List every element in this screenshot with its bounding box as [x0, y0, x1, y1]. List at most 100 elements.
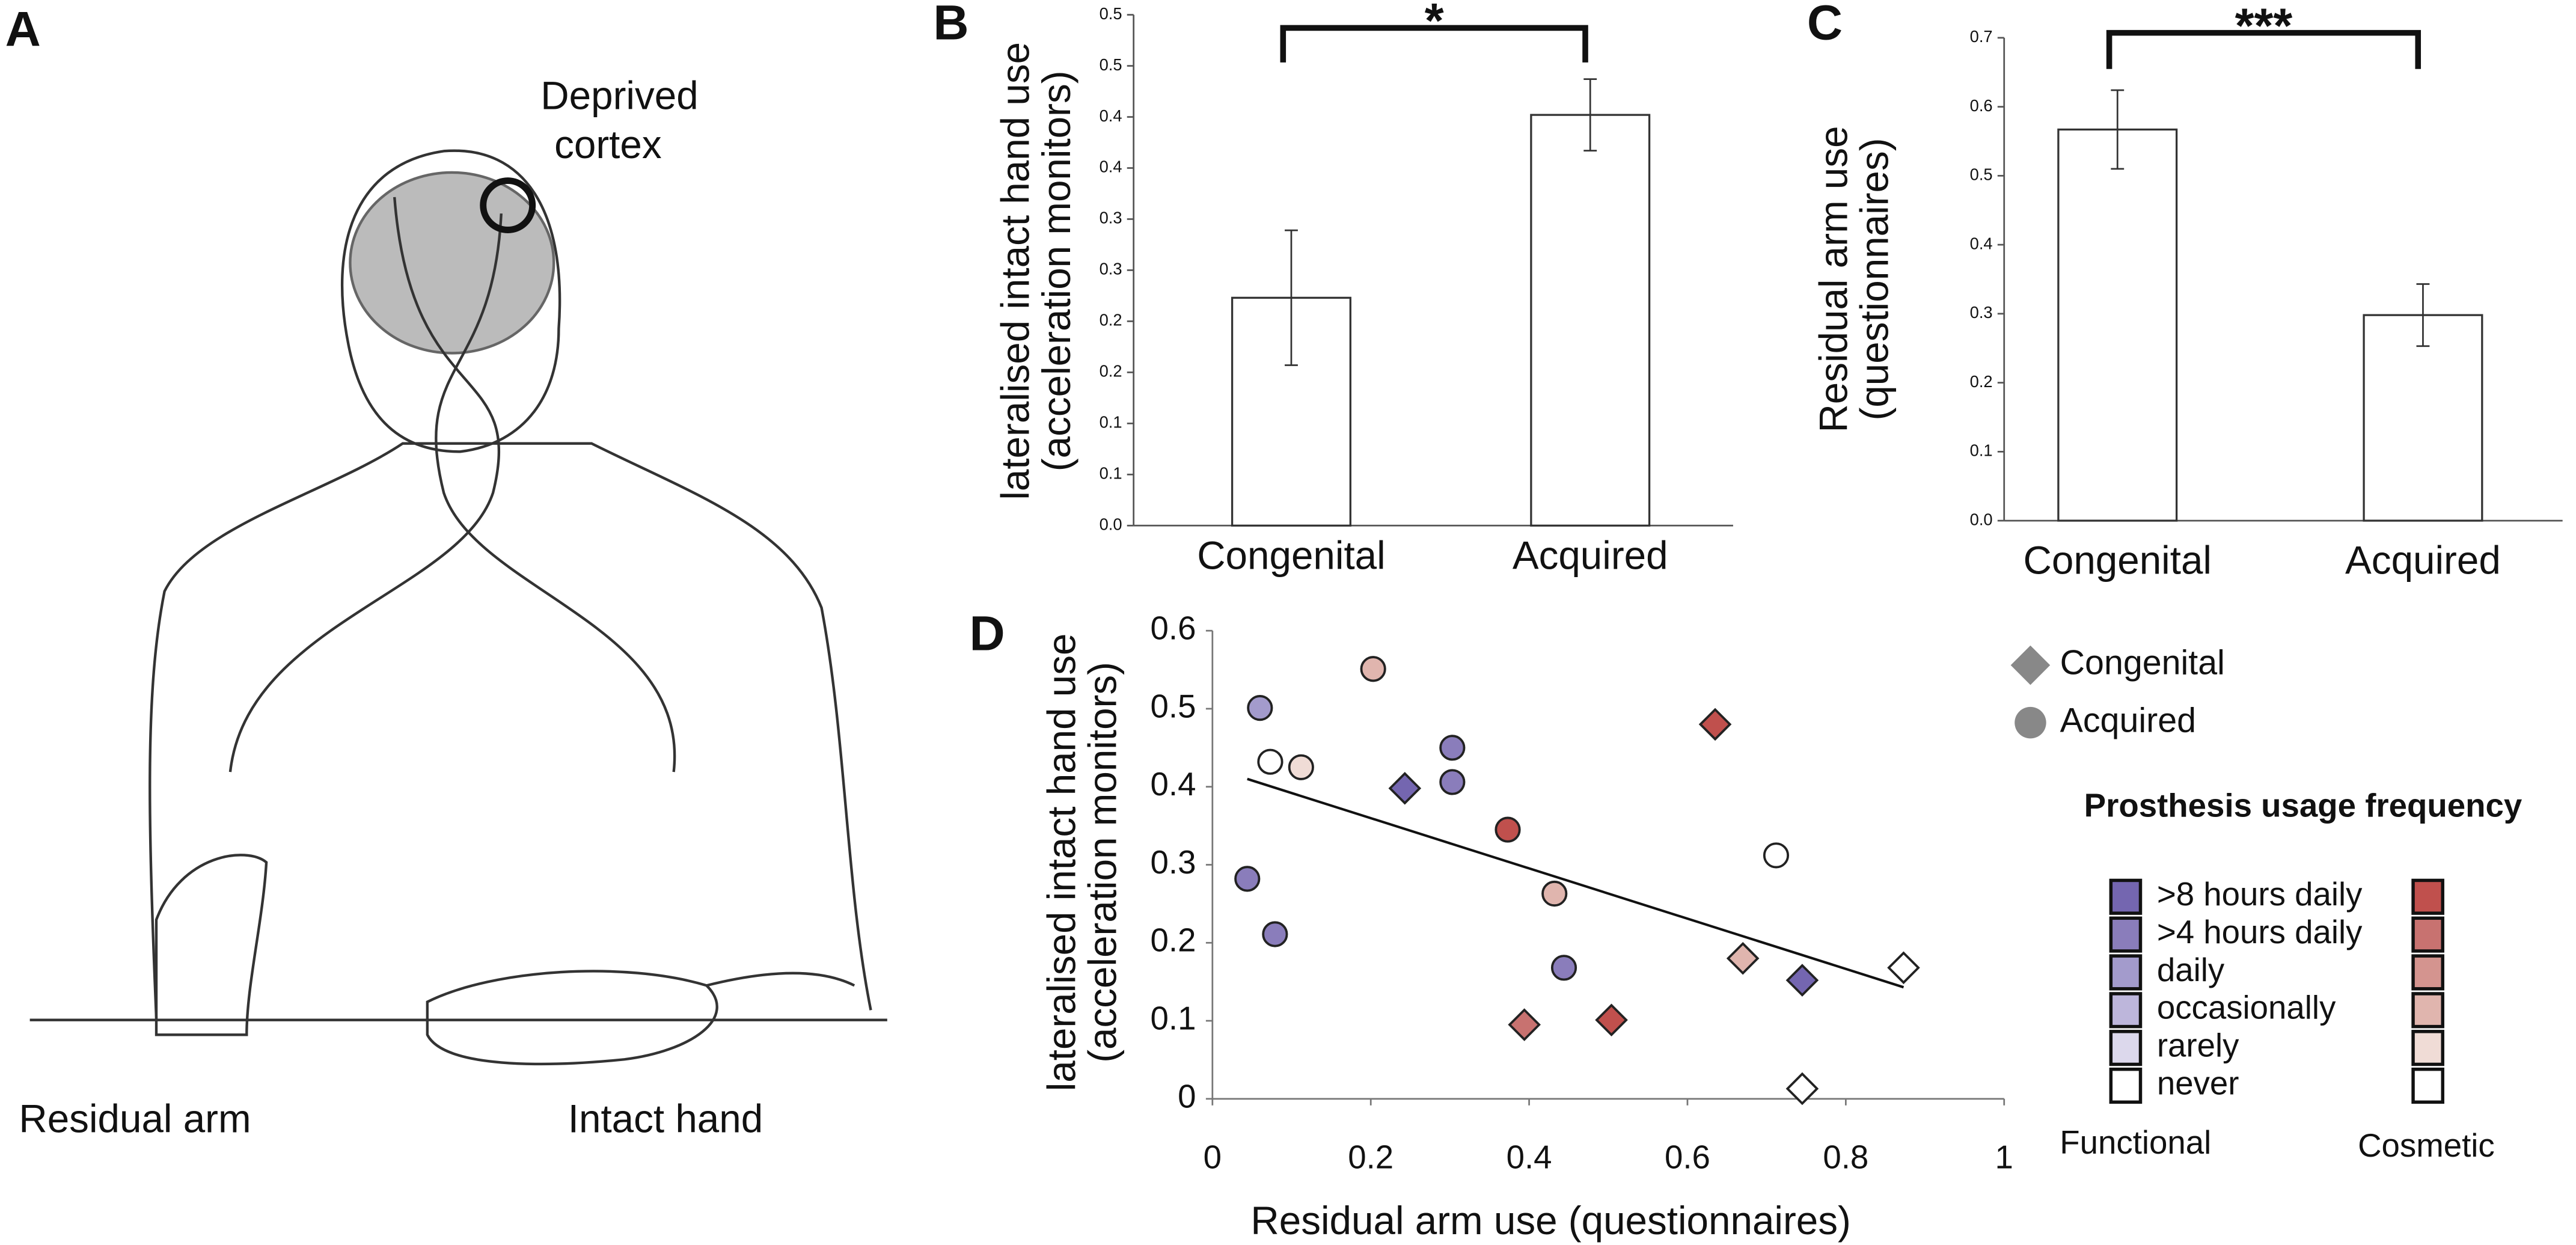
head-outline: [340, 149, 561, 453]
legend-swatch: [2411, 878, 2444, 915]
y-axis-label: lateralised intact hand use: [994, 42, 1038, 500]
legend-swatch: [2109, 1067, 2143, 1104]
y-tick-label: 0.0: [1970, 510, 1993, 528]
significance-label: ***: [2235, 0, 2293, 54]
residual-arm-label: Residual arm: [19, 1097, 251, 1140]
significance-label: *: [1425, 0, 1444, 49]
point: [1763, 842, 1790, 869]
brain: [349, 171, 555, 355]
y-axis-label: (questionnaires): [1853, 138, 1897, 420]
y-tick-label: 0.5: [1100, 4, 1122, 23]
intact-hand: [426, 970, 855, 1066]
x-tick-label: 0.6: [1665, 1139, 1710, 1175]
legend-swatch: [2109, 992, 2143, 1029]
legend-label: Acquired: [2060, 701, 2196, 739]
y-tick-label: 0.2: [1970, 372, 1993, 391]
legend-label: daily: [2157, 952, 2225, 988]
y-tick-label: 0.1: [1970, 441, 1993, 460]
y-tick-label: 0: [1178, 1078, 1196, 1115]
point: [1698, 708, 1732, 741]
intact-hand-label: Intact hand: [568, 1097, 763, 1140]
y-tick-label: 0.1: [1100, 464, 1122, 483]
y-tick-label: 0.4: [1970, 234, 1993, 252]
legend-swatch: [2109, 1030, 2143, 1066]
nerve-path: [228, 197, 676, 772]
y-tick-label: 0.2: [1100, 311, 1122, 329]
y-tick-label: 0.2: [1100, 362, 1122, 381]
cortex-marker: [480, 177, 536, 233]
y-tick-label: 0.3: [1100, 209, 1122, 227]
y-axis-label: (acceleration monitors): [1035, 70, 1078, 471]
error-bar: [1583, 78, 1597, 151]
y-tick-label: 0.6: [1970, 96, 1993, 115]
x-tick-label: Acquired: [2345, 538, 2501, 582]
legend-label: occasionally: [2157, 990, 2336, 1026]
y-tick-label: 0.6: [1151, 610, 1196, 647]
point: [1595, 1003, 1628, 1037]
y-tick-label: 0.5: [1970, 165, 1993, 184]
y-axis-label: lateralised intact hand use: [1039, 634, 1083, 1092]
panel-letter: D: [969, 607, 1005, 661]
y-tick-label: 0.1: [1151, 1000, 1196, 1036]
residual-arm: [154, 854, 268, 1036]
y-tick-label: 0.3: [1100, 260, 1122, 278]
panel-letter: A: [5, 2, 41, 57]
trendline: [1247, 777, 1904, 989]
legend-swatch: [2411, 992, 2444, 1029]
y-tick-label: 0.4: [1100, 106, 1122, 125]
error-bar: [1285, 229, 1298, 366]
cortex-label: cortex: [554, 123, 662, 167]
point: [1247, 695, 1273, 721]
x-tick-label: Congenital: [2024, 538, 2212, 582]
bar: [1530, 114, 1651, 527]
point: [1785, 964, 1819, 997]
legend-label: Functional: [2060, 1124, 2211, 1161]
legend-label: Cosmetic: [2358, 1127, 2495, 1164]
y-axis-label: Residual arm use: [1811, 126, 1855, 432]
y-tick-label: 0.3: [1970, 303, 1993, 322]
point: [1257, 748, 1283, 775]
significance-bracket: [1280, 25, 1588, 63]
point: [1288, 754, 1314, 780]
x-tick-label: Acquired: [1513, 533, 1668, 577]
y-tick-label: 0.7: [1970, 27, 1993, 46]
y-tick-label: 0.5: [1151, 688, 1196, 724]
y-tick-label: 0.4: [1100, 158, 1122, 176]
point: [1234, 866, 1261, 892]
legend-swatch: [2411, 916, 2444, 953]
legend-label: rarely: [2157, 1027, 2239, 1064]
legend-swatch: [2411, 1030, 2444, 1066]
legend-label: never: [2157, 1065, 2239, 1101]
x-tick-label: Congenital: [1197, 533, 1385, 577]
point: [1726, 941, 1760, 975]
point: [1887, 951, 1920, 985]
point: [1360, 656, 1386, 682]
point: [1439, 769, 1466, 795]
point: [1550, 955, 1577, 981]
point: [1262, 921, 1288, 947]
y-tick-label: 0.3: [1151, 844, 1196, 881]
bar: [2057, 128, 2178, 522]
legend-label: Congenital: [2060, 644, 2225, 682]
illustration: [29, 149, 887, 1066]
x-axis-label: Residual arm use (questionnaires): [1250, 1199, 1850, 1243]
significance-bracket: [2106, 29, 2422, 69]
legend-title: Prosthesis usage frequency: [2084, 788, 2522, 824]
legend-label: >4 hours daily: [2157, 914, 2363, 950]
point: [1495, 816, 1521, 843]
bar: [2363, 314, 2483, 522]
legend-swatch: [2109, 954, 2143, 991]
panel-letter: C: [1807, 0, 1843, 50]
legend-swatch: [2109, 916, 2143, 953]
y-axis-label: (acceleration monitors): [1081, 662, 1125, 1063]
legend-marker: [2010, 645, 2051, 685]
y-tick-label: 0.5: [1100, 55, 1122, 74]
body-outline: [148, 442, 872, 1019]
point: [1508, 1008, 1541, 1041]
legend-swatch: [2411, 1067, 2444, 1104]
y-tick-label: 0.2: [1151, 922, 1196, 959]
y-tick-label: 0.0: [1100, 515, 1122, 534]
error-bar: [2111, 89, 2125, 170]
